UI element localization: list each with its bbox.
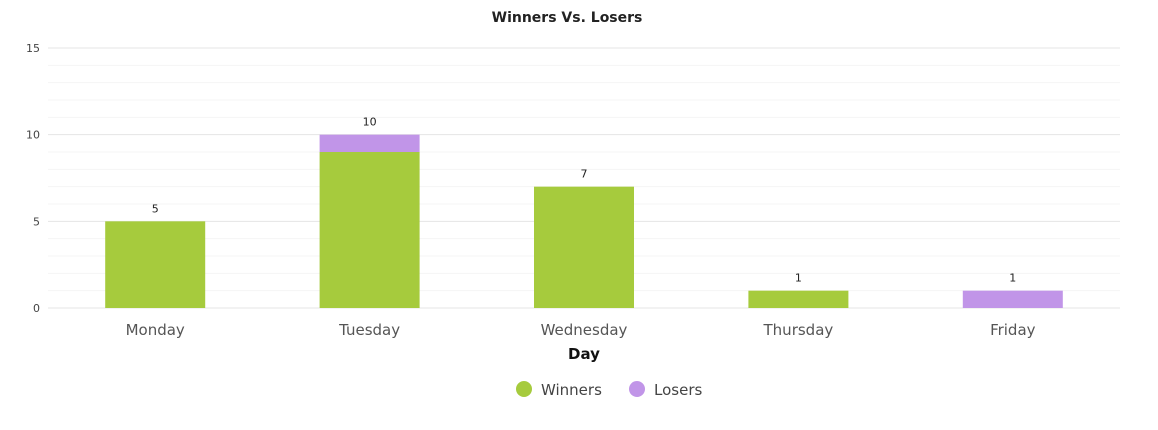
data-label: 1 <box>795 272 802 285</box>
y-tick-label: 15 <box>26 42 40 55</box>
x-axis-title: Day <box>568 345 600 363</box>
data-label: 10 <box>363 116 377 129</box>
legend-item-losers[interactable]: Losers <box>629 381 702 399</box>
data-label: 1 <box>1009 272 1016 285</box>
bar-losers-tuesday[interactable] <box>319 134 420 152</box>
x-tick-label: Friday <box>990 321 1036 339</box>
x-axis-ticks: Monday Tuesday Wednesday Thursday Friday <box>126 321 1036 339</box>
x-tick-label: Monday <box>126 321 185 339</box>
bar-winners-wednesday[interactable] <box>534 186 634 308</box>
bar-winners-monday[interactable] <box>105 221 206 308</box>
x-tick-label: Tuesday <box>338 321 400 339</box>
data-labels: 5 10 7 1 1 <box>152 116 1017 285</box>
legend-label: Losers <box>654 381 702 399</box>
y-tick-label: 10 <box>26 129 40 142</box>
x-tick-label: Thursday <box>763 321 834 339</box>
x-tick-label: Wednesday <box>541 321 628 339</box>
y-tick-label: 0 <box>33 302 40 315</box>
bar-losers-friday[interactable] <box>962 290 1063 308</box>
bar-winners-thursday[interactable] <box>748 290 849 308</box>
bars <box>105 134 1063 308</box>
legend-item-winners[interactable]: Winners <box>516 381 602 399</box>
chart-title: Winners Vs. Losers <box>492 10 643 26</box>
legend: Winners Losers <box>516 381 702 399</box>
data-label: 7 <box>581 168 588 181</box>
data-label: 5 <box>152 202 159 215</box>
bar-winners-tuesday[interactable] <box>319 152 420 308</box>
y-tick-label: 5 <box>33 215 40 228</box>
legend-swatch <box>629 381 645 397</box>
legend-swatch <box>516 381 532 397</box>
legend-label: Winners <box>541 381 602 399</box>
y-axis-ticks: 0 5 10 15 <box>26 42 40 315</box>
